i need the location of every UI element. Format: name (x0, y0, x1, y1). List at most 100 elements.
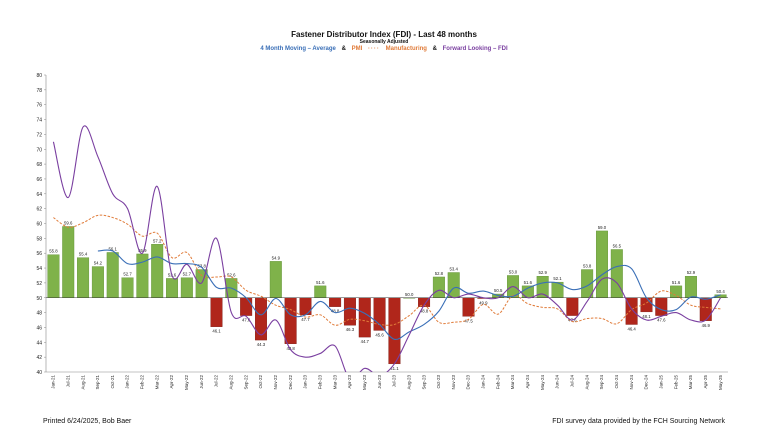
x-tick-label: Jan-25 (658, 375, 663, 389)
x-tick-label: Jan-22 (125, 375, 130, 389)
fdi-bar (166, 278, 179, 298)
bar-value-label: 59.0 (598, 225, 607, 230)
fdi-bar (106, 252, 119, 298)
bar-value-label: 44.3 (257, 342, 266, 347)
forward-looking-line (52, 125, 722, 372)
fdi-bar (358, 297, 371, 338)
fdi-bar (595, 230, 608, 298)
bar-value-label: 56.5 (613, 243, 622, 248)
fdi-bar (62, 226, 75, 298)
bar-value-label: 47.5 (464, 318, 473, 323)
bar-value-label: 43.8 (286, 346, 295, 351)
bar-value-label: 52.6 (227, 272, 236, 277)
x-tick-label: Jul-21 (65, 375, 70, 388)
fdi-bar (314, 285, 327, 298)
x-tick-label: Jan-23 (303, 375, 308, 389)
x-tick-label: Mar-24 (510, 375, 515, 390)
bar-value-label: 51.6 (524, 280, 533, 285)
x-tick-label: Dec-24 (644, 375, 649, 390)
legend-manufacturing: Manufacturing (385, 46, 427, 52)
bar-value-label: 46.3 (346, 327, 355, 332)
fdi-bar (462, 297, 475, 317)
x-tick-label: Feb-23 (317, 375, 322, 390)
x-tick-label: Jul-22 (214, 375, 219, 388)
x-tick-label: Nov-22 (273, 375, 278, 390)
bar-value-label: 44.7 (361, 339, 370, 344)
bar-value-label: 52.9 (687, 270, 696, 275)
bar-value-label: 51.6 (672, 280, 681, 285)
x-tick-label: Oct-24 (614, 375, 619, 389)
bar-value-label: 54.9 (272, 255, 281, 260)
y-tick-label: 46 (36, 325, 42, 331)
bar-value-label: 52.7 (123, 272, 132, 277)
x-tick-label: Mar-22 (154, 375, 159, 390)
bar-value-label: 49.9 (479, 300, 488, 305)
x-tick-label: Mar-25 (688, 375, 693, 390)
x-tick-label: Aug-23 (406, 375, 411, 390)
bar-value-label: 52.8 (435, 271, 444, 276)
x-tick-label: Mar-23 (332, 375, 337, 390)
bar-value-label: 46.1 (212, 329, 221, 334)
fdi-bar (180, 277, 193, 298)
x-tick-label: Jun-24 (555, 375, 560, 389)
fdi-bar (432, 276, 445, 298)
x-tick-label: Aug-24 (584, 375, 589, 390)
bar-value-label: 59.6 (64, 220, 73, 225)
x-tick-label: Oct-23 (436, 375, 441, 389)
fdi-bar (269, 261, 282, 298)
bar-value-label: 46.9 (702, 323, 711, 328)
bar-value-label: 54.2 (94, 261, 103, 266)
fdi-bar (610, 249, 623, 298)
fdi-bar (670, 285, 683, 298)
y-tick-label: 60 (36, 222, 42, 228)
bar-value-label: 50.0 (405, 292, 414, 297)
x-tick-label: Sep-23 (421, 375, 426, 390)
fdi-bar (699, 297, 712, 321)
fdi-bar (329, 297, 342, 307)
bar-value-label: 47.6 (657, 318, 666, 323)
x-tick-label: May-23 (362, 375, 367, 391)
bar-value-label: 48.1 (642, 314, 651, 319)
bar-value-label: 53.8 (583, 264, 592, 269)
x-tick-label: Dec-23 (466, 375, 471, 390)
y-tick-label: 64 (36, 192, 42, 198)
y-tick-label: 62 (36, 207, 42, 213)
bar-value-label: 53.4 (450, 267, 459, 272)
chart-title: Fastener Distributor Index (FDI) - Last … (291, 30, 477, 39)
bar-value-label: 55.9 (138, 248, 147, 253)
fdi-bar (254, 297, 267, 341)
y-tick-label: 50 (36, 296, 42, 302)
fdi-bar (447, 272, 460, 298)
x-tick-label: Feb-24 (495, 375, 500, 390)
bar-value-label: 55.4 (79, 252, 88, 257)
fdi-bar (210, 297, 223, 327)
bar-value-label: 53.0 (509, 269, 518, 274)
fdi-bar (77, 257, 90, 298)
x-tick-label: Sep-24 (599, 375, 604, 390)
x-tick-label: Jun-22 (199, 375, 204, 389)
fdi-bar (121, 277, 134, 298)
y-tick-label: 76 (36, 103, 42, 109)
source-note: FDI survey data provided by the FCH Sour… (552, 418, 725, 425)
y-tick-label: 68 (36, 162, 42, 168)
x-tick-label: Feb-22 (140, 375, 145, 390)
x-tick-label: Apr-25 (703, 375, 708, 389)
bar-value-label: 50.5 (494, 288, 503, 293)
bar-value-label: 53.8 (197, 264, 206, 269)
pmi-line (53, 214, 721, 326)
fdi-bar (373, 297, 386, 331)
printed-note: Printed 6/24/2025, Bob Baer (43, 418, 132, 425)
x-tick-label: Apr-23 (347, 375, 352, 389)
y-tick-label: 72 (36, 132, 42, 138)
fdi-bar (655, 297, 668, 316)
bar-value-label: 47.6 (242, 318, 251, 323)
legend-separator: & (432, 46, 437, 52)
x-tick-label: Nov-24 (629, 375, 634, 390)
bar-value-label: 51.6 (316, 280, 325, 285)
y-tick-label: 54 (36, 266, 42, 272)
y-tick-label: 56 (36, 251, 42, 257)
fdi-bar (151, 244, 164, 298)
x-tick-label: May-24 (540, 375, 545, 391)
bar-value-label: 56.1 (109, 246, 118, 251)
